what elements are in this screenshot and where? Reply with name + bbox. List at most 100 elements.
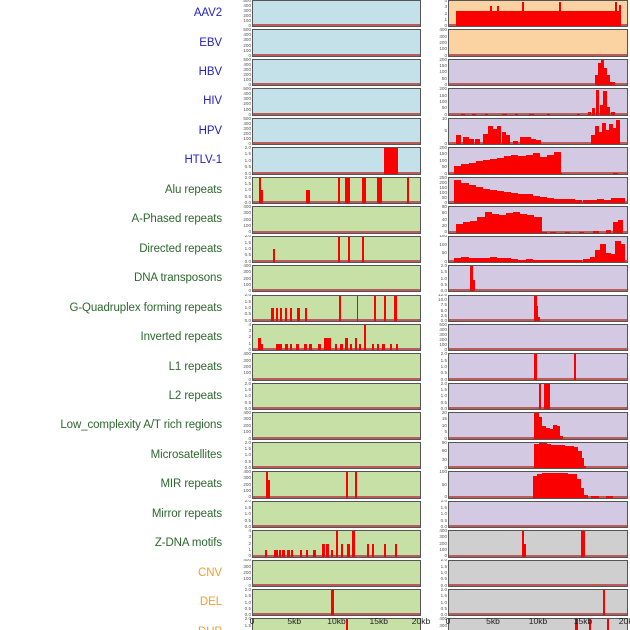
track-plot-area: [252, 0, 421, 28]
y-tick-label: 3: [248, 534, 251, 540]
y-tick-label: 200: [243, 275, 251, 281]
signal-bar: [260, 190, 264, 204]
signal-bar: [605, 253, 611, 263]
baseline: [449, 289, 627, 292]
signal-bar: [347, 543, 350, 557]
signal-bar: [594, 125, 599, 145]
signal-bar: [544, 383, 551, 410]
signal-bar: [275, 344, 282, 351]
y-axis: 250 200 150 100 50 0: [424, 176, 448, 205]
signal-bar: [489, 158, 498, 174]
signal-bar: [578, 231, 585, 233]
y-tick-label: 200: [243, 570, 251, 575]
signal-bar: [376, 177, 382, 204]
signal-bar: [561, 260, 569, 263]
y-tick-label: 0.0: [244, 200, 251, 205]
signal-bar: [602, 122, 606, 145]
signal-bar: [384, 543, 387, 557]
signal-bar: [537, 317, 540, 321]
x-axis: 0 5kb 10kb 15kb 20kb: [445, 614, 630, 630]
signal-bar: [525, 258, 533, 263]
signal-bar: [282, 550, 286, 557]
y-tick-label: 1.0: [244, 305, 251, 310]
y-tick-label: 500: [243, 87, 251, 92]
y-tick-label: 0: [444, 229, 447, 235]
signal-bar: [491, 213, 499, 233]
signal-bar: [550, 472, 555, 498]
track-row: 500 400 300 200 100 0: [228, 58, 423, 87]
signal-bar: [484, 211, 492, 233]
signal-bar: [305, 550, 308, 557]
y-tick-label: 0.0: [244, 465, 251, 470]
y-tick-label: 0.0: [440, 376, 447, 382]
signal-bar: [539, 156, 547, 174]
y-tick-label: 300: [243, 475, 251, 481]
track-plot-area: [252, 206, 421, 234]
y-tick-label: 40: [441, 216, 447, 222]
signal-bar: [477, 217, 485, 233]
signal-bar: [461, 257, 469, 263]
y-tick-label: 400: [243, 3, 251, 8]
baseline: [253, 260, 420, 263]
track-plot-area: [252, 88, 421, 116]
signal-bar: [511, 258, 519, 263]
signal-bar: [530, 139, 537, 145]
y-tick-label: 1.5: [244, 151, 251, 157]
signal-bar: [472, 113, 476, 115]
x-tick-label: 15kb: [573, 616, 593, 626]
signal-bar: [271, 308, 275, 321]
y-tick-label: 0.5: [244, 399, 251, 405]
signal-bar: [513, 141, 519, 145]
track-row: 90 60 30 0: [424, 441, 630, 470]
signal-bar: [607, 75, 610, 86]
y-tick-label: 200: [439, 57, 447, 62]
baseline: [449, 554, 627, 557]
y-tick-label: 100: [243, 282, 251, 287]
y-tick-label: 0.0: [440, 318, 447, 323]
track-plot-area: [252, 559, 421, 587]
signal-bar: [534, 295, 537, 321]
y-tick-label: 200: [243, 216, 251, 222]
signal-bar: [345, 472, 348, 498]
signal-bar: [471, 280, 475, 292]
y-tick-label: 2.0: [244, 175, 251, 180]
y-tick-label: 0: [444, 259, 447, 264]
track-plot-area: [448, 412, 628, 440]
signal-bar: [289, 344, 293, 351]
signal-bar: [313, 550, 317, 557]
y-tick-label: 0.5: [244, 606, 251, 611]
signal-bar: [537, 473, 542, 498]
signal-bar: [498, 214, 506, 233]
signal-bar: [518, 259, 526, 263]
track-row: 500 400 300 200 100 0: [424, 323, 630, 352]
signal-bar: [475, 187, 483, 204]
signal-bar: [604, 67, 608, 86]
y-tick-label: 0.5: [244, 164, 251, 169]
track-plot-area: [252, 471, 421, 499]
track-label-mirror-repeats: Mirror repeats: [151, 507, 222, 520]
track-label-aav2: AAV2: [193, 7, 222, 20]
y-tick-label: 50: [441, 105, 447, 111]
x-tick-label: 0: [445, 616, 451, 626]
signal-bar: [564, 231, 571, 233]
signal-bar: [618, 219, 624, 233]
signal-bar: [364, 324, 367, 351]
y-tick-label: 2: [444, 10, 447, 16]
signal-bar: [511, 192, 519, 204]
y-tick-label: 0.5: [244, 517, 251, 523]
y-tick-label: 300: [243, 416, 251, 422]
track-plot-area: [448, 147, 628, 175]
signal-bar: [534, 413, 539, 439]
signal-bar: [534, 444, 539, 469]
y-tick-label: 2.0: [440, 352, 447, 357]
track-plot-area: [448, 235, 628, 264]
